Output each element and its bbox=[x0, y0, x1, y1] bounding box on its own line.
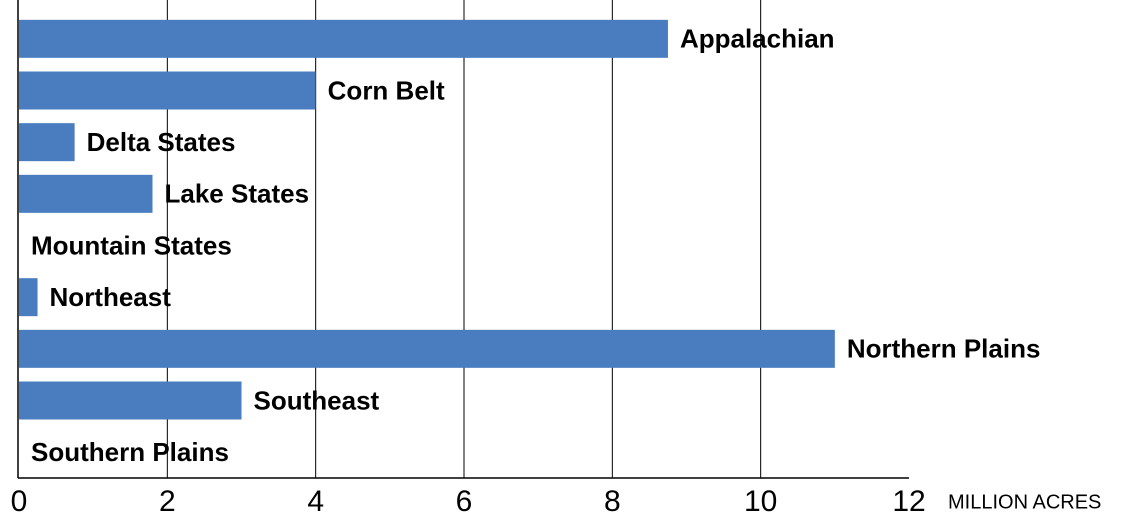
category-label: Southeast bbox=[254, 385, 380, 415]
x-tick-label: 12 bbox=[892, 485, 925, 518]
bar bbox=[19, 381, 242, 420]
category-label: Mountain States bbox=[31, 230, 232, 260]
x-tick-label: 8 bbox=[604, 485, 621, 518]
category-label: Northeast bbox=[50, 282, 172, 312]
x-tick-label: 10 bbox=[744, 485, 777, 518]
bar bbox=[19, 174, 153, 213]
x-tick-label: 4 bbox=[307, 485, 324, 518]
category-label: Northern Plains bbox=[847, 334, 1041, 364]
bar bbox=[19, 123, 75, 162]
bar bbox=[19, 278, 38, 317]
category-label: Corn Belt bbox=[328, 75, 445, 105]
category-label: Delta States bbox=[87, 127, 236, 157]
category-label: Southern Plains bbox=[31, 437, 229, 467]
x-tick-label: 6 bbox=[456, 485, 473, 518]
x-tick-label: 0 bbox=[11, 485, 28, 518]
category-label: Appalachian bbox=[680, 24, 835, 54]
category-label: Lake States bbox=[165, 179, 310, 209]
x-tick-label: 2 bbox=[159, 485, 176, 518]
bar bbox=[19, 71, 316, 110]
bar bbox=[19, 19, 668, 58]
x-axis-label: MILLION ACRES bbox=[948, 491, 1101, 513]
bar bbox=[19, 329, 835, 368]
